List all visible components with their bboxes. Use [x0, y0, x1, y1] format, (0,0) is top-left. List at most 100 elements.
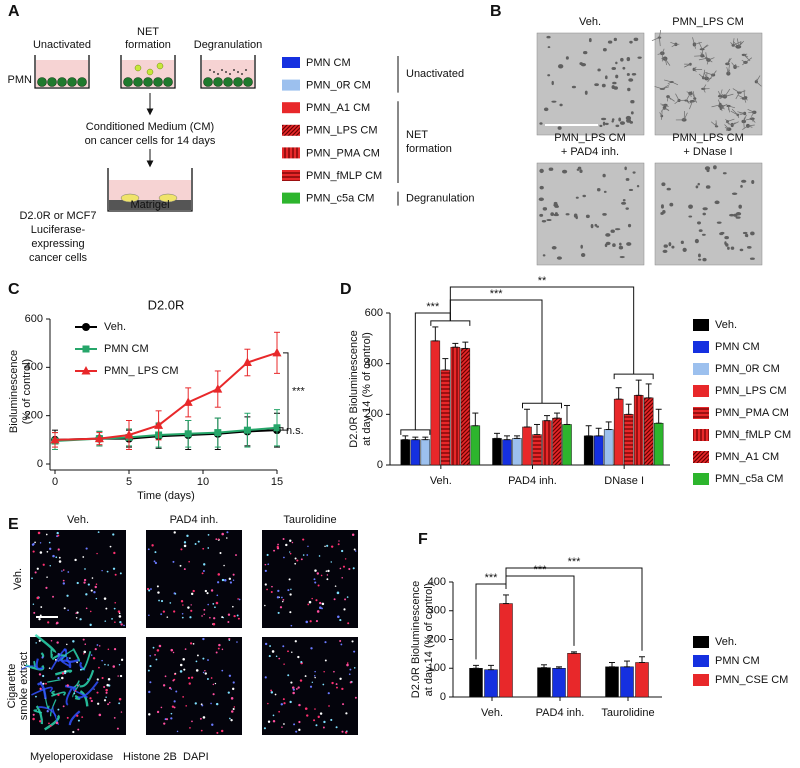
micrograph-cell: [220, 729, 224, 733]
micrograph-strand: [675, 93, 680, 101]
micrograph-cell: [107, 664, 110, 666]
micrograph-cell: [82, 556, 85, 558]
micrograph-cell: [61, 672, 65, 675]
micrograph-cell: [66, 716, 69, 719]
micrograph-cell: [148, 690, 151, 694]
micrograph-cell: [615, 74, 619, 79]
micrograph-cell: [179, 670, 183, 673]
micrograph-cell: [106, 683, 109, 687]
bar: [532, 434, 542, 466]
micrograph-cell: [666, 187, 671, 191]
micrograph-cell: [739, 248, 744, 252]
micrograph-cell: [298, 703, 301, 707]
micrograph-cell: [579, 169, 583, 174]
micrograph-cell: [46, 550, 49, 553]
micrograph-cell: [602, 48, 607, 52]
legend-swatch: [693, 429, 709, 441]
micrograph-cell: [96, 691, 99, 694]
micrograph-cell: [309, 685, 313, 688]
micrograph-cell: [297, 655, 300, 659]
micrograph-cell: [101, 659, 103, 662]
micrograph-cell: [311, 681, 314, 684]
micrograph-cell: [339, 677, 342, 680]
micrograph-cell: [58, 556, 61, 559]
granule: [209, 69, 211, 71]
micrograph-cell: [285, 543, 288, 547]
micrograph-cell: [67, 571, 70, 573]
legend-label: Veh.: [715, 636, 737, 648]
micrograph-strand: [686, 91, 691, 94]
micrograph-cell: [212, 683, 215, 686]
micrograph-cell: [155, 658, 158, 661]
cells-text: expressing: [31, 238, 84, 250]
micrograph-cell: [224, 579, 226, 582]
bar: [593, 435, 604, 466]
micrograph-net: [59, 656, 70, 667]
micrograph-cell: [85, 593, 88, 596]
micrograph-cell: [314, 708, 316, 710]
annotation: ***: [490, 288, 504, 300]
micrograph-cell: [32, 717, 35, 721]
micrograph-cell: [55, 622, 58, 625]
micrograph-cell: [32, 713, 35, 716]
micrograph-cell: [49, 564, 51, 567]
micrograph-cell: [282, 599, 285, 601]
micrograph-cell: [340, 643, 343, 646]
micrograph-cell: [215, 601, 219, 605]
point: [214, 429, 222, 437]
granule: [229, 73, 231, 75]
micrograph-cell: [57, 652, 61, 656]
legend-marker: [81, 366, 91, 375]
micrograph-cell: [663, 244, 668, 248]
micrograph-cell: [283, 723, 285, 725]
legend-label: PMN_0R CM: [306, 80, 371, 92]
micrograph-cell: [202, 569, 205, 572]
legend-swatch: [282, 192, 300, 204]
micrograph-cell: [612, 81, 617, 85]
micrograph-cell: [300, 558, 303, 561]
micrograph-cell: [339, 567, 342, 570]
micrograph-cell: [108, 701, 111, 704]
micrograph-cell: [49, 547, 52, 551]
micrograph-cell: [197, 540, 200, 543]
legend-swatch: [693, 341, 709, 353]
micrograph-cell: [79, 618, 82, 621]
micrograph-cell: [31, 577, 33, 580]
micrograph-cell: [64, 671, 67, 675]
bar: [643, 397, 654, 466]
micrograph-cell: [282, 538, 285, 541]
micrograph-cell: [90, 699, 93, 703]
bar: [552, 417, 562, 466]
micrograph-cell: [187, 606, 190, 609]
pmn-cell: [123, 77, 133, 87]
micrograph-strand: [743, 54, 749, 58]
micrograph-cell: [283, 702, 286, 705]
micrograph-cell: [181, 612, 184, 615]
micrograph-cell: [85, 607, 88, 610]
micrograph-cell: [175, 690, 178, 693]
micrograph-cell: [172, 651, 175, 654]
micrograph-cell: [347, 622, 350, 625]
micrograph-strand: [654, 86, 663, 90]
micrograph-cell: [604, 122, 609, 126]
micrograph-cell: [118, 612, 121, 615]
micrograph-cell: [292, 691, 295, 695]
micrograph-cell: [207, 533, 210, 536]
micrograph-cell: [105, 691, 108, 694]
micrograph-cell: [221, 532, 224, 536]
micrograph-cell: [628, 188, 634, 192]
micrograph-strand: [701, 44, 708, 50]
micrograph-cell: [276, 545, 279, 549]
micrograph-strand: [731, 62, 736, 68]
column-label: PAD4 inh.: [170, 514, 219, 526]
well-title: Degranulation: [194, 39, 263, 51]
micrograph-cell: [181, 616, 184, 619]
micrograph-cell: [277, 589, 280, 593]
micrograph-cell: [84, 568, 86, 570]
micrograph-cell: [190, 676, 194, 679]
micrograph-cell: [289, 552, 292, 555]
micrograph-cell: [98, 645, 101, 647]
micrograph-cell: [274, 693, 277, 696]
legend-swatch: [693, 363, 709, 375]
legend-swatch: [693, 385, 709, 397]
